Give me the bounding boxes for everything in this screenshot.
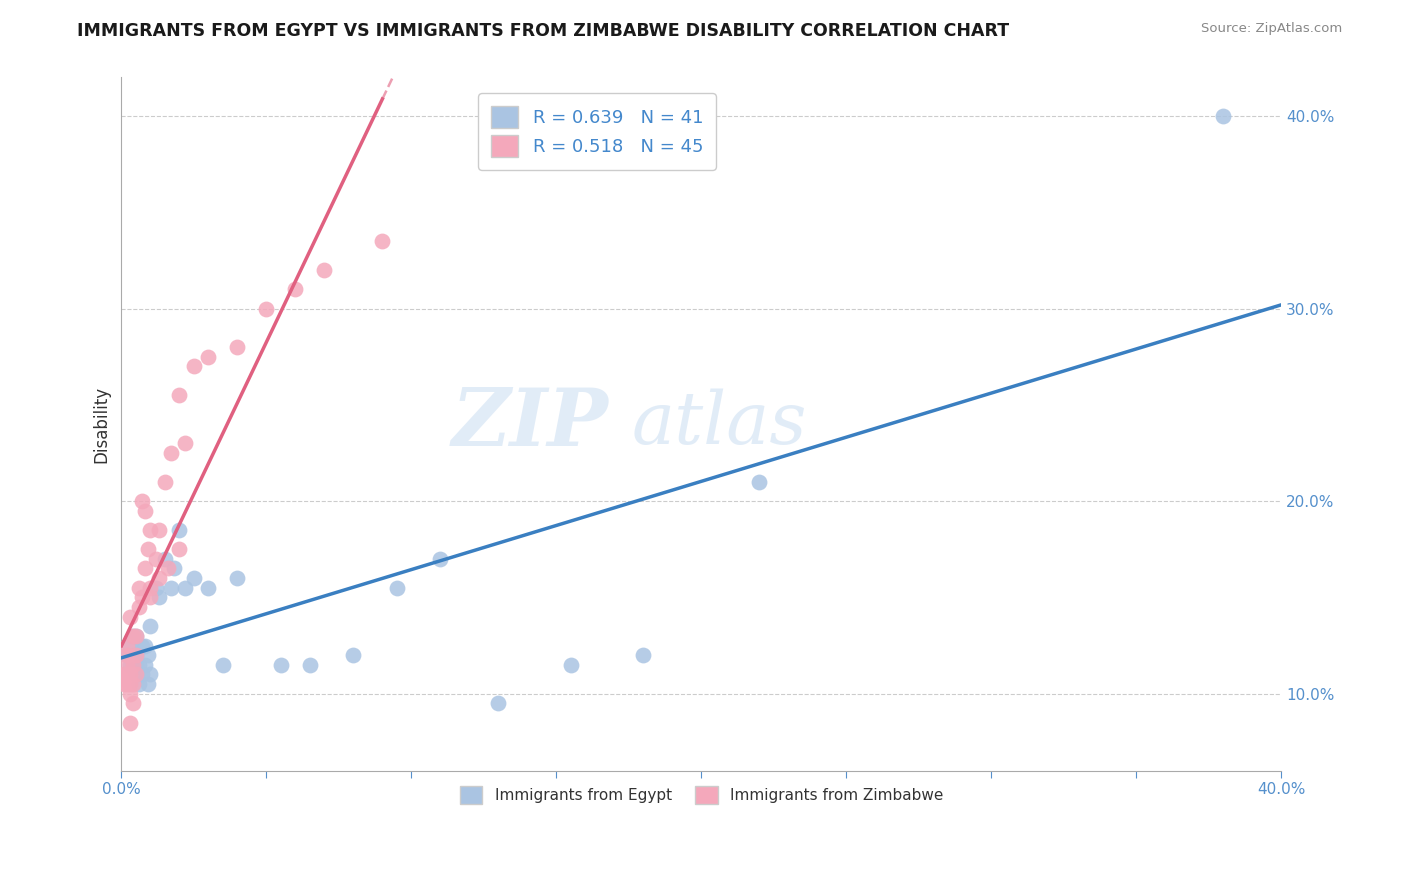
Point xyxy=(342,648,364,662)
Point xyxy=(226,571,249,585)
Point xyxy=(560,657,582,672)
Point xyxy=(125,648,148,662)
Point xyxy=(122,629,145,643)
Point xyxy=(270,657,292,672)
Point xyxy=(115,648,138,662)
Point xyxy=(125,648,148,662)
Point xyxy=(148,571,170,585)
Point xyxy=(159,581,181,595)
Point xyxy=(134,657,156,672)
Point xyxy=(748,475,770,489)
Point xyxy=(120,687,142,701)
Point xyxy=(134,639,156,653)
Point xyxy=(136,648,159,662)
Point xyxy=(128,599,150,614)
Point xyxy=(125,667,148,681)
Point xyxy=(254,301,277,316)
Point xyxy=(298,657,321,672)
Point xyxy=(633,648,655,662)
Point xyxy=(120,677,142,691)
Point xyxy=(159,446,181,460)
Point xyxy=(122,657,145,672)
Point xyxy=(115,639,138,653)
Point xyxy=(139,591,162,605)
Point xyxy=(115,667,138,681)
Point xyxy=(136,677,159,691)
Point xyxy=(136,542,159,557)
Point xyxy=(122,648,145,662)
Point xyxy=(120,667,142,681)
Point xyxy=(385,581,408,595)
Point xyxy=(174,581,197,595)
Point xyxy=(183,571,205,585)
Point xyxy=(156,561,179,575)
Y-axis label: Disability: Disability xyxy=(93,385,110,463)
Point xyxy=(148,591,170,605)
Point xyxy=(125,629,148,643)
Point xyxy=(115,648,138,662)
Point xyxy=(145,552,167,566)
Point xyxy=(122,629,145,643)
Point xyxy=(371,234,394,248)
Point xyxy=(169,542,191,557)
Point xyxy=(125,657,148,672)
Point xyxy=(128,581,150,595)
Point xyxy=(226,340,249,354)
Point xyxy=(169,388,191,402)
Point xyxy=(183,359,205,374)
Point xyxy=(153,552,176,566)
Point xyxy=(488,696,510,710)
Point xyxy=(197,350,219,364)
Point xyxy=(115,677,138,691)
Point xyxy=(112,677,135,691)
Point xyxy=(284,282,307,296)
Point xyxy=(122,677,145,691)
Point xyxy=(131,494,153,508)
Text: ZIP: ZIP xyxy=(451,385,609,463)
Point xyxy=(174,436,197,450)
Point xyxy=(314,263,336,277)
Point xyxy=(134,561,156,575)
Point xyxy=(148,523,170,537)
Point xyxy=(1212,109,1234,123)
Point xyxy=(125,629,148,643)
Point xyxy=(131,591,153,605)
Text: atlas: atlas xyxy=(631,389,807,459)
Legend: Immigrants from Egypt, Immigrants from Zimbabwe: Immigrants from Egypt, Immigrants from Z… xyxy=(449,775,953,815)
Point xyxy=(162,561,184,575)
Point xyxy=(120,639,142,653)
Point xyxy=(131,667,153,681)
Point xyxy=(429,552,451,566)
Point xyxy=(115,657,138,672)
Point xyxy=(122,657,145,672)
Text: Source: ZipAtlas.com: Source: ZipAtlas.com xyxy=(1202,22,1343,36)
Point xyxy=(212,657,235,672)
Point xyxy=(128,677,150,691)
Text: IMMIGRANTS FROM EGYPT VS IMMIGRANTS FROM ZIMBABWE DISABILITY CORRELATION CHART: IMMIGRANTS FROM EGYPT VS IMMIGRANTS FROM… xyxy=(77,22,1010,40)
Point xyxy=(120,657,142,672)
Point xyxy=(139,619,162,633)
Point xyxy=(139,523,162,537)
Point xyxy=(134,504,156,518)
Point xyxy=(125,667,148,681)
Point xyxy=(112,667,135,681)
Point xyxy=(139,667,162,681)
Point xyxy=(122,696,145,710)
Point xyxy=(145,581,167,595)
Point xyxy=(197,581,219,595)
Point xyxy=(139,581,162,595)
Point xyxy=(169,523,191,537)
Point xyxy=(120,715,142,730)
Point xyxy=(131,639,153,653)
Point xyxy=(128,657,150,672)
Point xyxy=(153,475,176,489)
Point xyxy=(120,609,142,624)
